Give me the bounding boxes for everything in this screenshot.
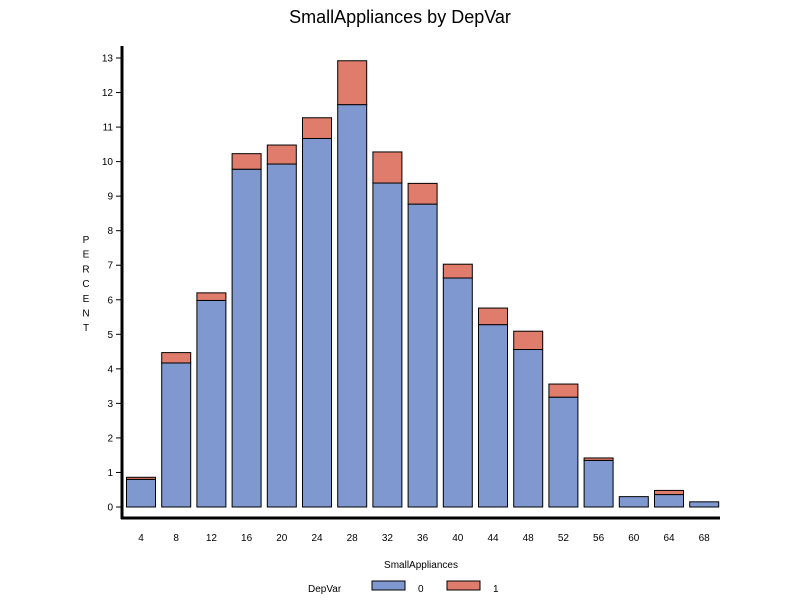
bar-series-1 [513, 330, 544, 351]
legend-label: 1 [493, 584, 499, 595]
bar-series-1 [266, 144, 297, 165]
x-tick-label: 36 [417, 533, 429, 544]
y-tick-label: 1 [107, 468, 113, 479]
y-tick-label: 13 [102, 54, 114, 65]
bar-series-0 [478, 324, 508, 508]
bar-series-0 [442, 277, 473, 508]
y-tick-label: 3 [107, 399, 113, 410]
y-axis-label-letter: P [83, 235, 90, 246]
y-tick-label: 4 [107, 364, 113, 375]
bar-series-1 [337, 60, 368, 106]
legend-swatch [446, 580, 481, 591]
x-tick-label: 32 [382, 533, 394, 544]
x-axis-ticks: 4 8 12 16 20 24 28 32 36 40 44 48 52 56 60 64 68 [138, 533, 710, 544]
bar-series-0 [161, 362, 192, 508]
bar-series-1 [583, 457, 614, 461]
x-tick-label: 24 [311, 533, 323, 544]
legend-label: 0 [418, 584, 424, 595]
y-axis-label-letter: C [82, 279, 89, 290]
x-tick-label: 8 [173, 533, 179, 544]
x-tick-label: 40 [452, 533, 464, 544]
bar-series-0 [266, 163, 297, 508]
bar-series-1 [126, 476, 156, 480]
y-tick-label: 0 [107, 503, 113, 514]
bar-series-0 [231, 168, 262, 508]
bar-series-1 [407, 182, 438, 205]
y-tick-label: 11 [103, 123, 114, 134]
y-axis-label-letter: R [82, 264, 89, 275]
x-tick-label: 48 [523, 533, 535, 544]
bar-series-1 [161, 352, 192, 364]
bar-series-0 [583, 459, 614, 508]
bar-series-0 [372, 182, 403, 508]
bar-series-0 [654, 494, 684, 508]
y-tick-label: 12 [102, 88, 114, 99]
bar-series-0 [618, 496, 649, 508]
x-tick-label: 16 [241, 533, 253, 544]
bars [126, 60, 720, 508]
bar-series-1 [372, 151, 403, 184]
bar-series-0 [513, 349, 544, 508]
bar-series-1 [548, 383, 579, 398]
y-tick-label: 7 [107, 261, 113, 272]
bar-series-0 [689, 501, 720, 508]
x-tick-label: 44 [487, 533, 499, 544]
x-tick-label: 12 [206, 533, 218, 544]
bar-series-0 [548, 396, 579, 508]
x-tick-label: 68 [699, 533, 711, 544]
y-tick-label: 2 [107, 433, 113, 444]
bar-series-1 [478, 307, 508, 326]
bar-series-1 [196, 292, 227, 301]
x-tick-label: 4 [138, 533, 144, 544]
bar-series-0 [126, 478, 156, 508]
bar-series-1 [231, 153, 262, 170]
y-axis-label-letter: N [82, 309, 89, 320]
x-tick-label: 60 [628, 533, 640, 544]
bar-series-1 [654, 489, 684, 496]
bar-series-0 [407, 203, 438, 508]
y-tick-label: 10 [102, 157, 114, 168]
y-tick-label: 8 [107, 226, 113, 237]
x-tick-label: 56 [593, 533, 605, 544]
x-axis-label: SmallAppliances [384, 560, 458, 571]
bar-series-0 [337, 104, 368, 508]
bar-series-1 [442, 263, 473, 279]
y-axis-label-letter: E [83, 250, 90, 261]
bar-series-1 [302, 117, 332, 139]
y-tick-label: 6 [107, 295, 113, 306]
y-axis-label-letter: E [83, 294, 90, 305]
x-tick-label: 64 [663, 533, 675, 544]
chart-title: SmallAppliances by DepVar [289, 7, 511, 27]
y-tick-label: 9 [107, 192, 113, 203]
legend-swatch [371, 580, 406, 591]
y-tick-label: 5 [107, 330, 113, 341]
bar-series-0 [196, 299, 227, 508]
bar-series-0 [302, 137, 332, 508]
legend-title: DepVar [308, 584, 342, 595]
x-tick-label: 20 [276, 533, 288, 544]
x-tick-label: 28 [347, 533, 359, 544]
x-tick-label: 52 [558, 533, 570, 544]
y-axis-label-letter: T [83, 323, 89, 334]
